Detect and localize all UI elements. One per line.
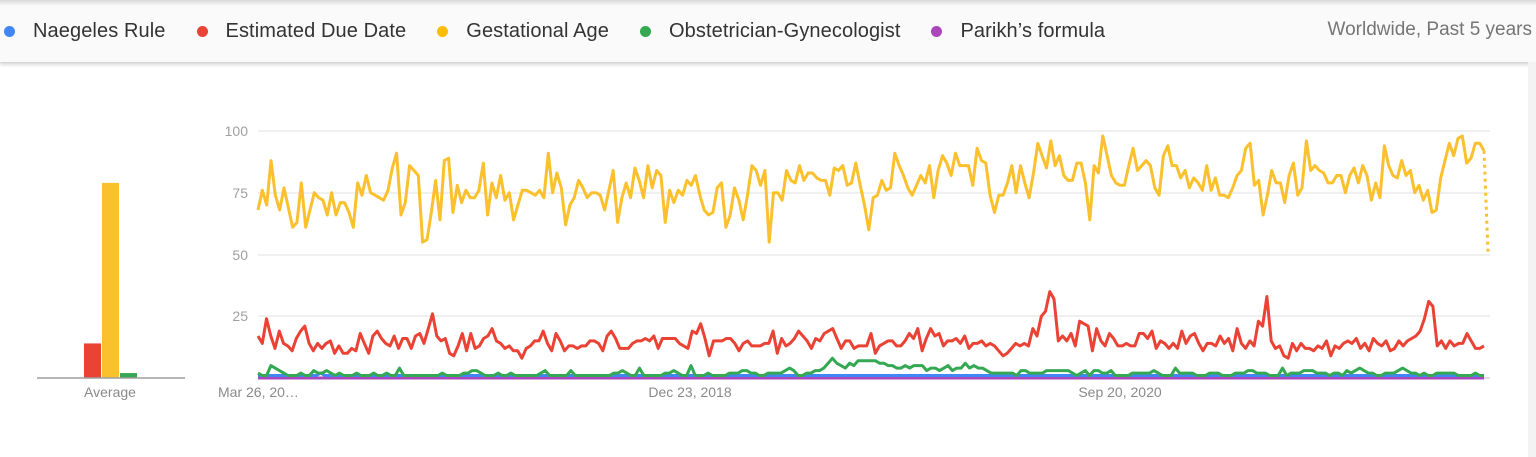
right-edge	[1528, 62, 1536, 457]
legend-label: Gestational Age	[466, 19, 609, 42]
average-bar-chart	[84, 182, 137, 378]
legend-label: Naegeles Rule	[33, 19, 166, 42]
partial-data-dotted-line	[1482, 150, 1490, 253]
legend-item-gestational-age[interactable]: Gestational Age	[437, 20, 609, 43]
series-dot-icon	[437, 25, 449, 37]
legend-item-obstetrician-gynecologist[interactable]: Obstetrician-Gynecologist	[640, 20, 900, 43]
series-dot-icon	[196, 25, 208, 37]
series-line[interactable]	[256, 290, 1485, 360]
legend-item-estimated-due-date[interactable]: Estimated Due Date	[196, 19, 407, 43]
legend-label: Estimated Due Date	[225, 19, 407, 42]
legend-label: Obstetrician-Gynecologist	[669, 19, 901, 42]
average-label: Average	[84, 384, 136, 400]
y-tick-25: 25	[232, 308, 248, 324]
series-line[interactable]	[256, 134, 1486, 244]
average-bar[interactable]	[102, 182, 119, 378]
series-line[interactable]	[257, 356, 1484, 377]
y-tick-50: 50	[232, 247, 248, 263]
legend: Naegeles Rule Estimated Due Date Gestati…	[0, 17, 1136, 45]
x-tick-sep-2020: Sep 20, 2020	[1078, 384, 1162, 400]
y-tick-75: 75	[232, 185, 248, 201]
series-dot-icon	[4, 25, 15, 37]
series-dot-icon	[931, 25, 943, 37]
legend-item-naegeles-rule[interactable]: Naegeles Rule	[4, 20, 166, 43]
x-tick-labels: Mar 26, 20… Dec 23, 2018 Sep 20, 2020	[218, 384, 1162, 400]
region-period-label[interactable]: Worldwide, Past 5 years	[1327, 19, 1532, 40]
line-series[interactable]	[256, 134, 1490, 380]
legend-label: Parikh’s formula	[960, 19, 1106, 42]
x-tick-start: Mar 26, 20…	[218, 384, 299, 400]
top-shadow	[0, 0, 1536, 6]
average-bar[interactable]	[84, 343, 101, 378]
legend-bar: Naegeles Rule Estimated Due Date Gestati…	[0, 0, 1536, 63]
legend-item-parikhs-formula[interactable]: Parikh’s formula	[931, 20, 1105, 43]
y-tick-100: 100	[225, 123, 249, 139]
series-dot-icon	[640, 25, 651, 37]
x-tick-dec-2018: Dec 23, 2018	[648, 384, 731, 400]
average-bar[interactable]	[120, 373, 137, 378]
y-tick-labels: 100 75 50 25	[225, 123, 249, 324]
